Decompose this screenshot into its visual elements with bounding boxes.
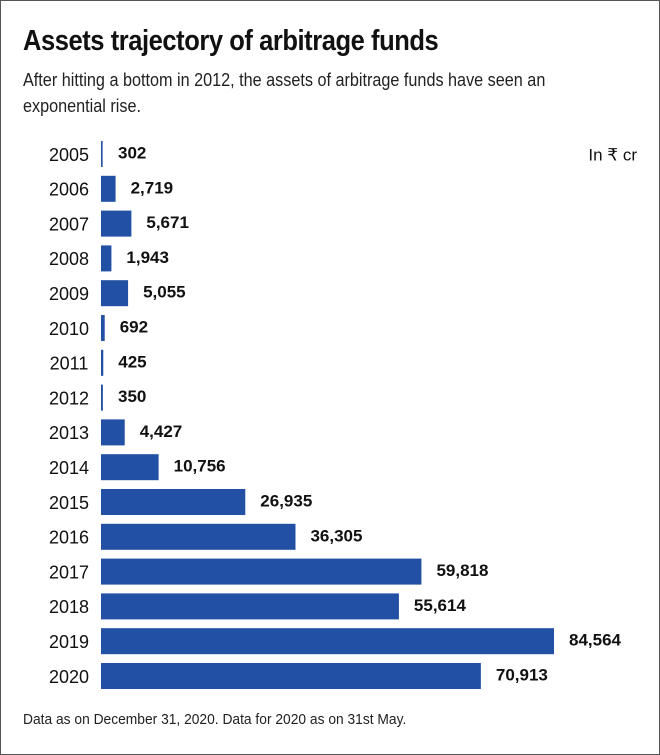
y-tick-label: 2020 [49,667,89,687]
y-tick-label: 2012 [49,388,89,408]
value-label: 84,564 [569,631,622,650]
value-label: 4,427 [140,422,183,441]
y-tick-label: 2008 [49,249,89,269]
y-tick-label: 2013 [49,423,89,443]
value-label: 26,935 [260,491,312,510]
value-label: 36,305 [310,526,362,545]
bar [101,523,296,550]
y-tick-label: 2018 [49,597,89,617]
bar [101,210,132,237]
y-tick-label: 2011 [50,354,89,374]
value-label: 10,756 [174,457,226,476]
value-label: 425 [118,352,146,371]
bar [101,141,103,167]
y-tick-label: 2014 [49,458,89,478]
bar [101,280,129,307]
chart-subtitle: After hitting a bottom in 2012, the asse… [23,70,546,116]
value-label: 5,055 [143,283,186,302]
bar [101,489,246,515]
bar [101,593,399,620]
footnote: Data as on December 31, 2020. Data for 2… [23,711,407,728]
bar [101,419,125,446]
unit-label: In ₹ cr [588,145,637,164]
y-tick-label: 2009 [49,284,89,304]
value-label: 1,943 [126,248,169,267]
value-label: 302 [118,143,146,162]
y-tick-label: 2010 [49,319,89,339]
bar [101,349,104,376]
bar [101,663,481,689]
bar [101,454,159,481]
y-tick-label: 2016 [49,528,89,548]
bar [101,245,112,272]
value-label: 692 [120,317,148,336]
bar [101,558,422,585]
value-label: 70,913 [496,665,548,684]
value-label: 55,614 [414,596,467,615]
y-tick-label: 2019 [49,632,89,652]
bar [101,315,105,341]
y-tick-label: 2017 [49,562,89,582]
value-label: 59,818 [436,561,488,580]
bar [101,628,554,655]
value-label: 2,719 [131,178,174,197]
chart-title: Assets trajectory of arbitrage funds [23,25,439,57]
value-label: 350 [118,387,146,406]
y-tick-label: 2005 [49,145,89,165]
y-tick-label: 2007 [49,214,89,234]
bar [101,175,116,202]
y-tick-label: 2006 [49,180,89,200]
bar [101,384,103,411]
y-tick-label: 2015 [49,493,89,513]
value-label: 5,671 [146,213,189,232]
